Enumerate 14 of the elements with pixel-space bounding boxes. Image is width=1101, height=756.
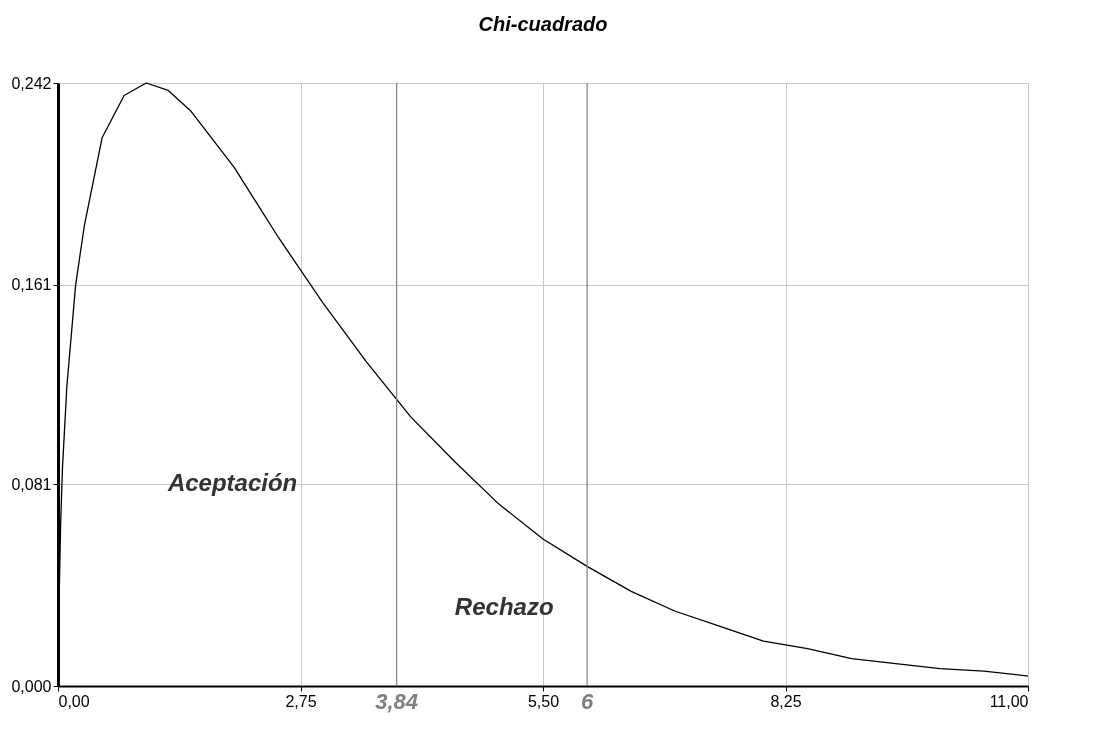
x-tick-label: 0,00	[58, 692, 90, 710]
annotation: Rechazo	[454, 592, 554, 620]
y-tick-label: 0,081	[11, 475, 52, 493]
chart-title: Chi-cuadrado	[478, 13, 608, 35]
x-tick-label: 2,75	[285, 692, 317, 710]
y-tick-label: 0,161	[11, 276, 52, 294]
y-tick-label: 0,000	[11, 677, 52, 695]
ref-line-label: 6	[580, 689, 594, 714]
y-tick-label: 0,242	[11, 74, 52, 92]
ref-line-label: 3,84	[375, 689, 419, 714]
x-tick-label: 8,25	[770, 692, 802, 710]
x-tick-label: 5,50	[527, 692, 560, 710]
x-tick-label: 11,00	[989, 692, 1029, 710]
annotation: Aceptación	[166, 468, 298, 496]
